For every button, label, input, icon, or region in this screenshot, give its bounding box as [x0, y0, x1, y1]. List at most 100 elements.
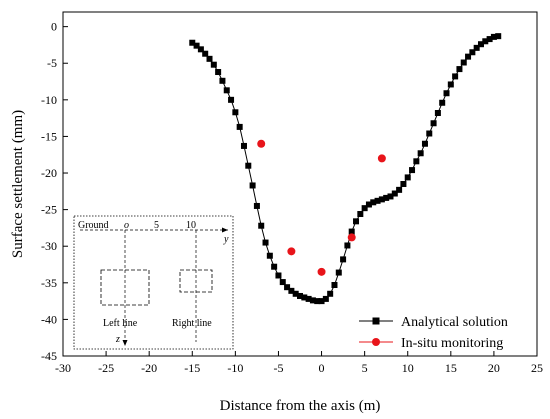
analytical-point: [413, 158, 420, 165]
analytical-point: [387, 193, 394, 200]
in-situ-point: [257, 139, 266, 148]
analytical-point: [340, 256, 347, 263]
legend: Analytical solution In-situ monitoring: [359, 315, 508, 351]
x-tick-label: 25: [531, 361, 543, 375]
analytical-point: [210, 61, 217, 68]
x-tick-label: 0: [319, 361, 325, 375]
y-tick-label: -5: [47, 56, 57, 70]
analytical-point: [193, 42, 200, 49]
analytical-point: [357, 211, 364, 218]
analytical-point: [452, 73, 459, 80]
analytical-point: [477, 41, 484, 48]
legend-label-analytical: Analytical solution: [401, 315, 508, 330]
right-tunnel: [179, 269, 213, 293]
y-axis: 0 -5 -10 -15 -20 -25 -30 -35 -40 -45: [41, 20, 68, 363]
analytical-point: [219, 77, 226, 84]
y-tick-label: -25: [41, 203, 57, 217]
analytical-point: [409, 167, 416, 174]
x-tick-label: -15: [184, 361, 200, 375]
analytical-point: [314, 298, 321, 305]
analytical-point: [443, 90, 450, 97]
analytical-point: [249, 182, 256, 189]
analytical-point: [486, 36, 493, 43]
analytical-point: [361, 205, 368, 212]
analytical-point: [353, 218, 360, 225]
analytical-point: [391, 190, 398, 197]
plot-area: [62, 11, 538, 357]
analytical-point: [335, 269, 342, 276]
analytical-point: [469, 49, 476, 56]
y-tick-label: -40: [41, 312, 57, 326]
analytical-point: [383, 194, 390, 201]
analytical-point: [490, 33, 497, 40]
analytical-point: [275, 272, 282, 279]
analytical-point: [460, 59, 467, 66]
analytical-point: [245, 162, 252, 169]
inset-frame: [73, 215, 234, 350]
analytical-point: [297, 292, 303, 299]
tick-10-label: 10: [186, 220, 196, 231]
analytical-point: [456, 66, 463, 73]
analytical-point: [430, 120, 437, 127]
inset-diagram: Ground o 5 10 y z Left line Right line: [73, 215, 234, 350]
in-situ-point: [287, 247, 296, 256]
analytical-point: [365, 201, 372, 208]
analytical-point: [465, 53, 472, 60]
x-tick-label: 15: [445, 361, 457, 375]
analytical-point: [426, 130, 433, 137]
analytical-point: [344, 242, 351, 249]
analytical-point: [262, 239, 269, 246]
tick-5-label: 5: [154, 220, 159, 231]
analytical-point: [421, 140, 428, 147]
analytical-point: [215, 69, 222, 76]
in-situ-point: [317, 267, 326, 276]
x-tick-label: -20: [141, 361, 157, 375]
analytical-point: [189, 39, 196, 46]
x-tick-label: 20: [488, 361, 500, 375]
analytical-point: [305, 295, 312, 302]
analytical-point: [348, 228, 355, 235]
y-tick-label: -20: [41, 166, 57, 180]
x-tick-label: -25: [98, 361, 114, 375]
analytical-point: [292, 290, 299, 297]
x-axis-title: Distance from the axis (m): [220, 398, 381, 414]
analytical-point: [370, 199, 377, 206]
analytical-point: [206, 55, 213, 62]
analytical-point: [253, 202, 260, 209]
y-tick-label: -10: [41, 93, 57, 107]
legend-label-insitu: In-situ monitoring: [401, 336, 503, 351]
left-line-label: Left line: [103, 318, 138, 329]
analytical-point: [396, 186, 403, 193]
analytical-point: [404, 174, 411, 181]
ground-label: Ground: [78, 220, 109, 231]
analytical-point: [417, 150, 424, 157]
x-tick-label: -5: [273, 361, 283, 375]
analytical-point: [473, 44, 480, 51]
analytical-point: [271, 263, 278, 270]
y-tick-label: -15: [41, 129, 57, 143]
analytical-point: [228, 96, 235, 103]
x-tick-label: 10: [402, 361, 414, 375]
analytical-point: [202, 50, 209, 57]
analytical-point: [495, 33, 502, 40]
analytical-point: [439, 99, 446, 106]
analytical-point: [447, 81, 454, 88]
right-line-label: Right line: [172, 318, 212, 329]
analytical-point: [327, 290, 334, 297]
analytical-point: [197, 46, 204, 53]
analytical-point: [258, 222, 265, 229]
y-tick-label: 0: [51, 20, 57, 34]
analytical-point: [400, 181, 407, 187]
legend-marker-analytical: [372, 317, 380, 325]
analytical-point: [301, 294, 308, 301]
y-axis-inset-label: y: [223, 234, 229, 245]
in-situ-point: [377, 154, 386, 163]
y-tick-label: -35: [41, 276, 57, 290]
y-tick-label: -30: [41, 239, 57, 253]
analytical-point: [266, 252, 273, 259]
analytical-point: [288, 287, 295, 294]
z-axis-arrow: [122, 340, 128, 346]
analytical-point: [284, 284, 291, 291]
y-axis-title: Surface settlement (mm): [10, 110, 26, 258]
